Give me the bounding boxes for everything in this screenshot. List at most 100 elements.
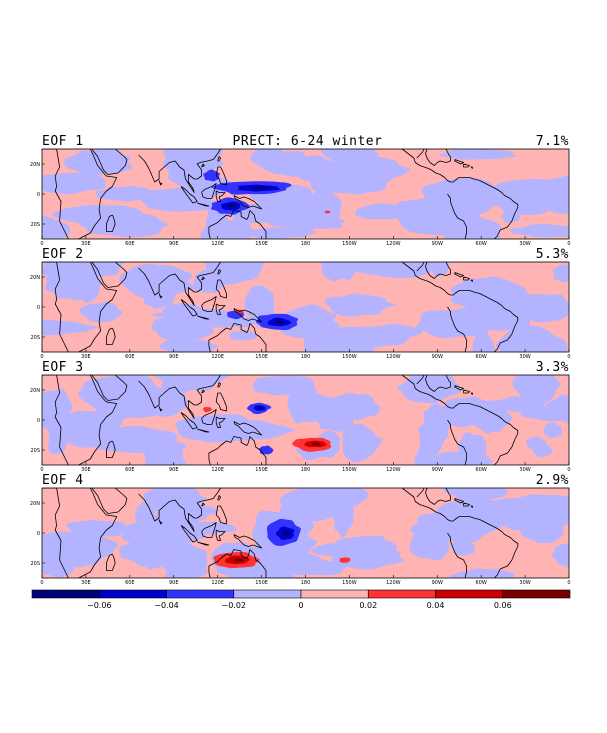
weak-negative-patch [257, 550, 324, 570]
colorbar: −0.06 −0.04 −0.02 0 0.02 0.04 0.06 [31, 589, 571, 610]
coastline [454, 159, 464, 165]
weak-negative-patch [42, 389, 73, 422]
eof-panel-2: 0 30E 60E 90E 120E 150E 180 150W 120W 90W 60W 30W 0 2… [30, 261, 571, 360]
coastline [401, 375, 519, 465]
weak-negative-patch [471, 400, 513, 434]
weak-negative-patch [342, 423, 380, 463]
weak-negative-patch [449, 568, 515, 578]
colorbar-tick-label: 0.06 [494, 601, 512, 610]
x-tick-label: 120E [211, 241, 224, 247]
coastline [91, 262, 128, 288]
x-tick-label: 150W [342, 467, 357, 473]
x-tick-label: 180 [301, 580, 311, 586]
y-tick-label: 20N [30, 162, 40, 168]
coastline [201, 163, 205, 168]
coastline [201, 502, 205, 507]
coastline [106, 214, 116, 232]
x-tick-label: 120E [211, 354, 224, 360]
colorbar-tick-label: −0.02 [221, 601, 246, 610]
x-tick-label: 90W [432, 467, 443, 473]
weak-negative-patch [372, 323, 423, 338]
x-tick-label: 0 [567, 467, 570, 473]
coastline [217, 269, 221, 275]
coastline [158, 406, 163, 412]
panel-label: EOF 4 [42, 473, 84, 488]
x-tick-label: 180 [301, 354, 311, 360]
weak-negative-patch [314, 158, 385, 190]
coastline [201, 522, 217, 538]
coastline [401, 149, 519, 239]
negative-anomaly-peak [257, 406, 263, 410]
coastline [454, 385, 464, 391]
positive-anomaly-peak [311, 442, 321, 446]
x-tick-label: 60W [476, 354, 487, 360]
coastline [401, 262, 519, 352]
coastline [208, 566, 211, 578]
weak-negative-patch [423, 403, 453, 433]
positive-anomaly [202, 407, 213, 413]
coastline [215, 392, 227, 412]
coastline [201, 183, 217, 199]
coastline [138, 488, 221, 532]
coastline [197, 428, 210, 433]
weak-negative-patch [79, 301, 124, 323]
x-tick-label: 90E [169, 467, 179, 473]
coastline [233, 195, 262, 210]
coastline [208, 549, 267, 578]
colorbar-swatch [166, 589, 235, 599]
weak-negative-patch [520, 406, 569, 422]
x-tick-label: 90W [432, 580, 443, 586]
x-tick-label: 60E [125, 580, 135, 586]
weak-negative-patch [130, 263, 170, 276]
coastline [425, 149, 451, 166]
weak-negative-patch [245, 565, 296, 578]
coastline [463, 502, 470, 507]
weak-negative-patch [53, 410, 123, 448]
colorbar-tick-label: 0.02 [359, 601, 377, 610]
weak-negative-patch [42, 215, 70, 239]
coastline [470, 279, 473, 282]
negative-anomaly [259, 445, 274, 455]
coastline [470, 392, 473, 395]
coastline [241, 262, 242, 263]
x-tick-label: 90E [169, 354, 179, 360]
coastline [78, 262, 118, 352]
weak-negative-patch [243, 198, 318, 223]
coastline [447, 193, 467, 239]
eof-panel-1: 0 30E 60E 90E 120E 150E 180 150W 120W 90W 60W 30W 0 2… [30, 148, 571, 247]
coastline [416, 149, 425, 159]
y-tick-label: 20S [30, 222, 40, 228]
coastline [447, 306, 467, 352]
weak-negative-patch [42, 319, 100, 336]
x-tick-label: 150W [342, 354, 357, 360]
coastline [217, 382, 221, 388]
coastline [201, 389, 205, 394]
x-tick-label: 90E [169, 241, 179, 247]
coastline [180, 186, 198, 204]
panel-variance: 7.1% [535, 134, 569, 149]
weak-negative-patch [451, 538, 475, 556]
weak-negative-patch [331, 535, 397, 560]
weak-negative-patch [52, 530, 111, 568]
coastline [233, 534, 262, 549]
weak-negative-patch [410, 512, 502, 543]
y-tick-label: 20N [30, 501, 40, 507]
coastline [416, 488, 425, 498]
panel-label: EOF 3 [42, 360, 84, 375]
weak-negative-patch [517, 175, 569, 214]
panel-variance: 2.9% [535, 473, 569, 488]
coastline [241, 375, 242, 376]
weak-negative-patch [75, 276, 100, 303]
coastline [208, 340, 211, 352]
x-tick-label: 0 [40, 354, 43, 360]
weak-negative-patch [442, 488, 508, 502]
x-tick-label: 120W [386, 241, 401, 247]
x-tick-label: 60W [476, 241, 487, 247]
panel-variance: 5.3% [535, 247, 569, 262]
x-tick-label: 0 [567, 354, 570, 360]
weak-negative-patch [52, 205, 144, 223]
coastline [463, 163, 470, 168]
x-tick-label: 30E [81, 467, 91, 473]
coastline [208, 453, 211, 465]
weak-negative-patch [42, 262, 80, 280]
